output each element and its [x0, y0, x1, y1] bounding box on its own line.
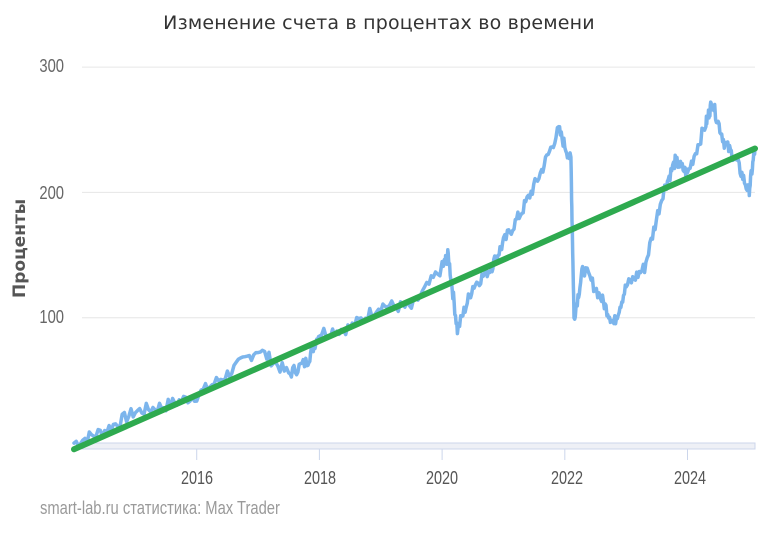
series-line-account [72, 100, 757, 448]
y-tick-100: 100 [39, 307, 64, 327]
chart-title: Изменение счета в процентах во времени [163, 12, 595, 34]
source-credit: smart-lab.ru статистика: Max Trader [40, 498, 280, 518]
x-axis [81, 442, 756, 460]
gridlines [82, 66, 755, 319]
series-line-trend [71, 145, 758, 453]
x-tick-2022: 2022 [550, 468, 584, 488]
x-tick-2024: 2024 [673, 468, 707, 488]
x-tick-2016: 2016 [180, 468, 214, 488]
y-tick-200: 200 [39, 183, 64, 203]
x-tick-2018: 2018 [303, 468, 337, 488]
x-tick-2020: 2020 [425, 468, 459, 488]
y-tick-300: 300 [39, 56, 64, 76]
